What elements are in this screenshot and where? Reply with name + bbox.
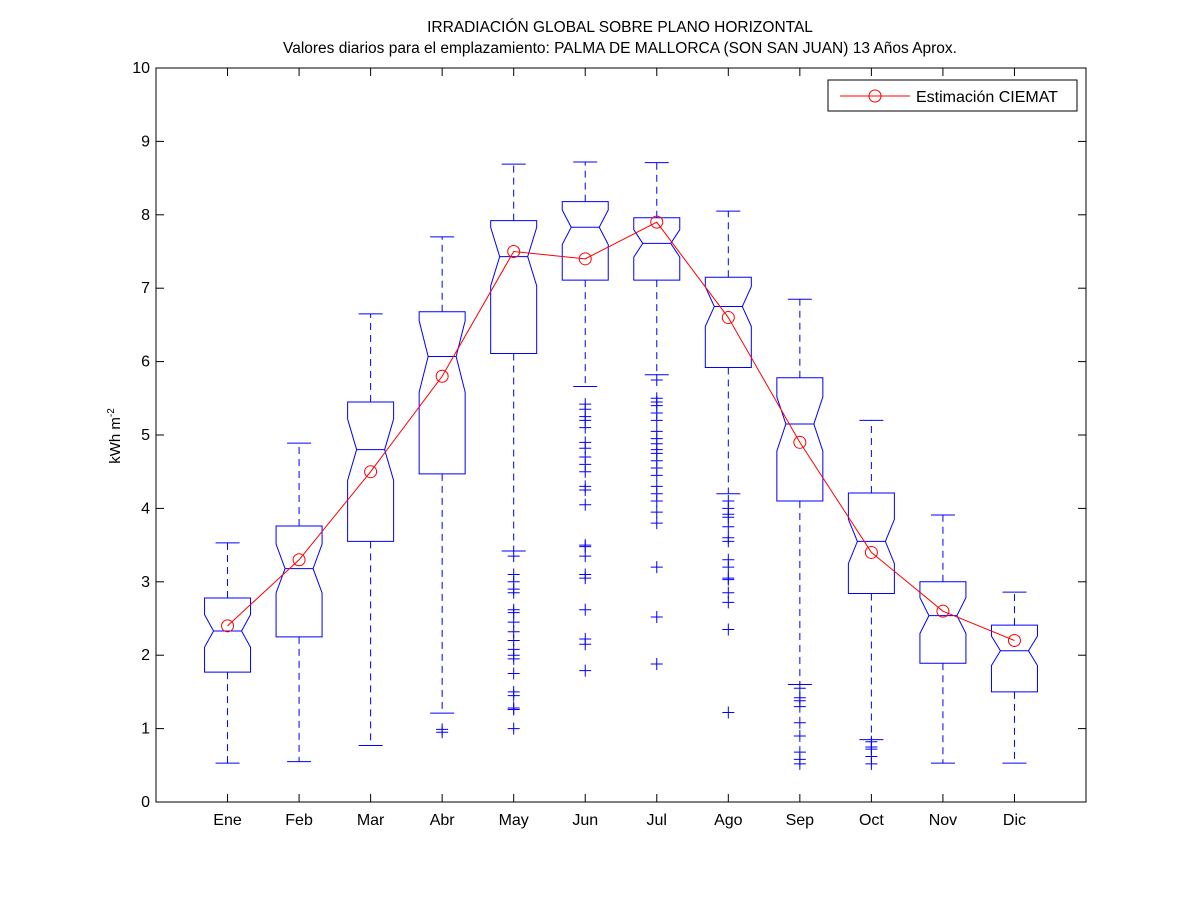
notched-box: [847, 492, 895, 595]
series-point: [221, 619, 235, 633]
y-axis-label: kWh m-2: [106, 408, 124, 464]
y-tick-label: 3: [141, 574, 150, 591]
outlier-marker: [722, 520, 735, 533]
outlier-marker: [507, 722, 520, 735]
y-tick-label: 10: [132, 60, 150, 77]
x-tick-label: Dic: [1003, 812, 1026, 829]
outlier-marker: [579, 603, 592, 616]
series-point: [578, 252, 592, 266]
outlier-marker: [865, 757, 878, 770]
notched-box: [204, 597, 252, 673]
outlier-marker: [650, 658, 663, 671]
outlier-marker: [507, 550, 520, 563]
outlier-marker: [507, 689, 520, 702]
outlier-marker: [507, 586, 520, 599]
series-point: [507, 245, 521, 258]
outlier-marker: [793, 716, 806, 729]
notched-box: [776, 377, 824, 502]
legend-label: Estimación CIEMAT: [916, 89, 1058, 106]
x-tick-label: Sep: [786, 812, 815, 829]
notched-box: [275, 525, 323, 638]
outlier-marker: [650, 506, 663, 519]
series-point: [864, 545, 878, 559]
outlier-marker: [579, 484, 592, 497]
y-tick-label: 0: [141, 794, 150, 811]
notched-box: [990, 624, 1038, 693]
outlier-marker: [793, 757, 806, 770]
plot-area: 0 1 2 3 4 5 6 7 8 9 10 Ene Feb Mar Abr May Jun Jul Ago Sep O…: [132, 60, 1087, 829]
x-tick-label: Jul: [647, 812, 667, 829]
outlier-marker: [650, 495, 663, 508]
series-point: [650, 215, 664, 229]
x-tick-label: Oct: [859, 812, 884, 829]
legend-marker: [868, 89, 882, 103]
x-tick-label: Ago: [714, 812, 743, 829]
outlier-marker: [507, 667, 520, 680]
x-tick-label: Ene: [213, 812, 242, 829]
x-tick-label: May: [499, 812, 529, 829]
y-tick-label: 9: [141, 133, 150, 150]
x-tick-label: Mar: [357, 812, 385, 829]
y-axis-label-superscript: -2: [106, 408, 117, 417]
outlier-marker: [579, 550, 592, 563]
outlier-marker: [507, 652, 520, 665]
y-tick-label: 6: [141, 354, 150, 371]
series-point: [1007, 634, 1021, 648]
outlier-marker: [650, 611, 663, 624]
series-point: [936, 604, 950, 618]
series-point: [292, 553, 306, 567]
notched-box: [704, 276, 752, 368]
outlier-marker: [579, 638, 592, 651]
outlier-marker: [793, 700, 806, 713]
x-tick-label: Jun: [572, 812, 598, 829]
outlier-marker: [579, 465, 592, 478]
outlier-marker: [650, 373, 663, 386]
y-tick-label: 5: [141, 427, 150, 444]
outlier-marker: [722, 561, 735, 574]
outlier-marker: [722, 706, 735, 719]
x-tick-label: Feb: [285, 812, 313, 829]
outlier-marker: [793, 729, 806, 742]
series-point: [435, 369, 449, 383]
outlier-marker: [579, 421, 592, 434]
y-tick-label: 7: [141, 280, 150, 297]
notched-box: [919, 581, 967, 664]
notched-box: [347, 401, 395, 542]
y-tick-label: 2: [141, 647, 150, 664]
notched-box: [561, 201, 609, 281]
legend: Estimación CIEMAT: [827, 79, 1078, 112]
outlier-marker: [436, 726, 449, 739]
outlier-marker: [722, 535, 735, 548]
notched-box: [418, 311, 466, 475]
x-tick-label: Abr: [430, 812, 456, 829]
outlier-marker: [579, 664, 592, 677]
series-point: [721, 311, 735, 325]
chart-title: IRRADIACIÓN GLOBAL SOBRE PLANO HORIZONTA…: [427, 19, 813, 36]
series-line: [227, 221, 1015, 641]
outlier-marker: [579, 572, 592, 585]
outlier-marker: [650, 517, 663, 530]
outlier-marker: [722, 596, 735, 609]
outlier-marker: [650, 561, 663, 574]
y-tick-label: 4: [141, 500, 150, 517]
y-tick-label: 8: [141, 207, 150, 224]
x-tick-label: Nov: [929, 812, 957, 829]
notched-box: [490, 220, 538, 355]
y-tick-label: 1: [141, 721, 150, 738]
series-point: [364, 465, 378, 479]
outlier-marker: [722, 573, 735, 586]
outlier-marker: [650, 414, 663, 427]
outlier-marker: [579, 498, 592, 511]
outlier-marker: [507, 703, 520, 716]
outlier-marker: [650, 469, 663, 482]
notched-box: [633, 217, 681, 281]
chart-subtitle: Valores diarios para el emplazamiento: P…: [283, 40, 957, 57]
outlier-marker: [722, 623, 735, 636]
series-point: [793, 435, 807, 449]
